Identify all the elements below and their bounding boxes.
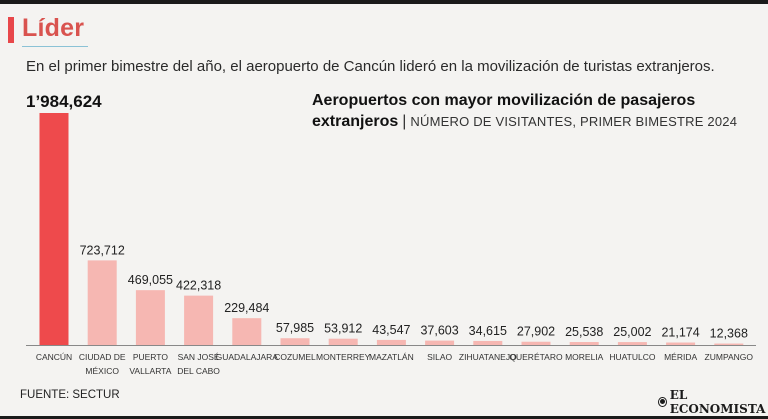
value-label: 1’984,624	[26, 92, 102, 111]
bar	[184, 295, 214, 345]
category-label: SILAO	[427, 352, 452, 362]
value-label: 27,902	[517, 325, 555, 339]
bar	[39, 113, 69, 345]
category-label: MÉRIDA	[664, 352, 697, 362]
brand-name: EL ECONOMISTA	[669, 388, 766, 416]
value-label: 57,985	[276, 321, 314, 335]
bar	[376, 339, 406, 345]
category-label: ZUMPANGO	[705, 352, 754, 362]
category-label: ZIHUATANEJO	[459, 352, 517, 362]
value-label: 25,538	[565, 325, 603, 339]
title-separator: |	[402, 113, 407, 130]
bar	[473, 340, 503, 345]
bar	[569, 342, 599, 345]
category-label: VALLARTA	[129, 366, 171, 376]
bar	[232, 318, 262, 345]
value-label: 37,603	[420, 324, 458, 338]
category-label: SAN JOSÉ	[178, 352, 220, 362]
value-label: 229,484	[224, 301, 269, 315]
value-label: 12,368	[710, 327, 748, 341]
value-label: 469,055	[128, 273, 173, 287]
chart-title: Aeropuertos con mayor movilización de pa…	[312, 92, 696, 130]
bar	[87, 260, 117, 345]
value-label: 723,712	[80, 243, 125, 257]
category-label: MORELIA	[565, 352, 604, 362]
value-label: 43,547	[372, 323, 410, 337]
value-label: 21,174	[661, 326, 699, 340]
brand-logo: EL ECONOMISTA	[658, 388, 768, 416]
chart-subtitle: NÚMERO DE VISITANTES, PRIMER BIMESTRE 20…	[410, 114, 738, 129]
value-label: 53,912	[324, 322, 362, 336]
value-label: 25,002	[613, 325, 651, 339]
bar	[714, 343, 744, 345]
bar	[666, 342, 696, 345]
bar	[328, 338, 358, 345]
category-label: DEL CABO	[177, 366, 220, 376]
category-label: PUERTO	[133, 352, 169, 362]
bar	[280, 338, 310, 345]
value-label: 422,318	[176, 279, 221, 293]
bar	[135, 290, 165, 345]
globe-icon	[658, 397, 667, 407]
category-label: MONTERREY	[316, 352, 371, 362]
category-label: MAZATLÁN	[369, 352, 414, 362]
category-label: HUATULCO	[609, 352, 656, 362]
category-label: COZUMEL	[274, 352, 316, 362]
category-label: CIUDAD DE	[79, 352, 126, 362]
value-label: 34,615	[469, 324, 507, 338]
category-label: MÉXICO	[85, 366, 119, 376]
bar	[425, 340, 455, 345]
subtitle: En el primer bimestre del año, el aeropu…	[26, 58, 715, 75]
accent-bar	[8, 17, 14, 43]
bar	[617, 342, 647, 345]
chart-title-block: Aeropuertos con mayor movilización de pa…	[312, 90, 752, 132]
category-label: CANCÚN	[36, 352, 72, 362]
section-title: Líder	[22, 14, 85, 42]
source-note: FUENTE: SECTUR	[20, 389, 120, 401]
category-label: GUADALAJARA	[216, 352, 279, 362]
bar	[521, 341, 551, 345]
category-label: QUERÉTARO	[509, 352, 563, 362]
title-underline	[22, 46, 88, 47]
